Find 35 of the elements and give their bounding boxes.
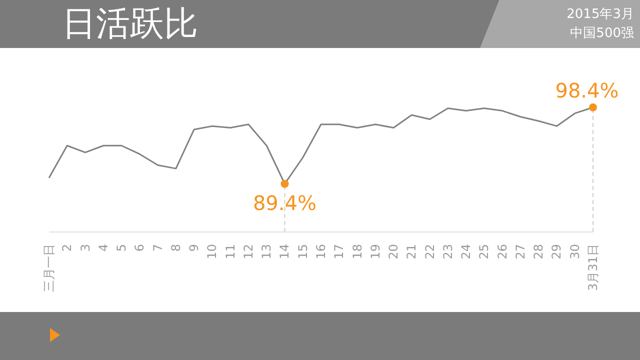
x-tick-label: 11 [223,244,238,260]
x-tick-label: 30 [568,244,582,260]
x-tick-label: 21 [404,244,419,260]
data-label: 89.4% [252,190,317,215]
x-tick-label: 3 [78,244,92,252]
x-tick-label: 27 [513,244,528,260]
x-tick-label: 三月一日 [42,244,56,292]
x-tick-label: 5 [114,244,129,252]
x-tick-label: 18 [350,244,364,260]
x-tick-label: 13 [260,244,274,260]
x-tick-label: 4 [96,244,110,252]
chart-title: 日活跃比 [62,3,198,46]
x-tick-label: 12 [241,244,256,260]
x-tick-label: 26 [495,244,510,260]
x-tick-label: 15 [296,244,310,260]
x-tick-label: 16 [314,244,328,260]
x-tick-label: 14 [278,244,292,260]
x-tick-label: 7 [150,244,165,252]
x-tick-label: 6 [132,244,147,252]
chart-subtitle: 2015年3月中国500强 [566,6,634,43]
x-tick-label: 3月31日 [586,244,600,291]
x-tick-label: 10 [205,244,220,260]
x-tick-label: 8 [168,244,183,252]
x-tick-label: 9 [187,244,202,252]
x-tick-label: 24 [459,244,474,260]
x-tick-label: 23 [440,244,455,260]
x-tick-label: 22 [422,244,437,260]
x-tick-label: 2 [60,244,74,252]
x-tick-label: 29 [550,244,564,260]
x-tick-label: 28 [532,244,546,260]
x-tick-label: 17 [332,244,346,260]
data-label: 98.4% [555,78,619,102]
x-tick-label: 19 [368,244,382,260]
x-tick-label: 25 [477,244,492,260]
x-tick-label: 20 [386,244,401,260]
